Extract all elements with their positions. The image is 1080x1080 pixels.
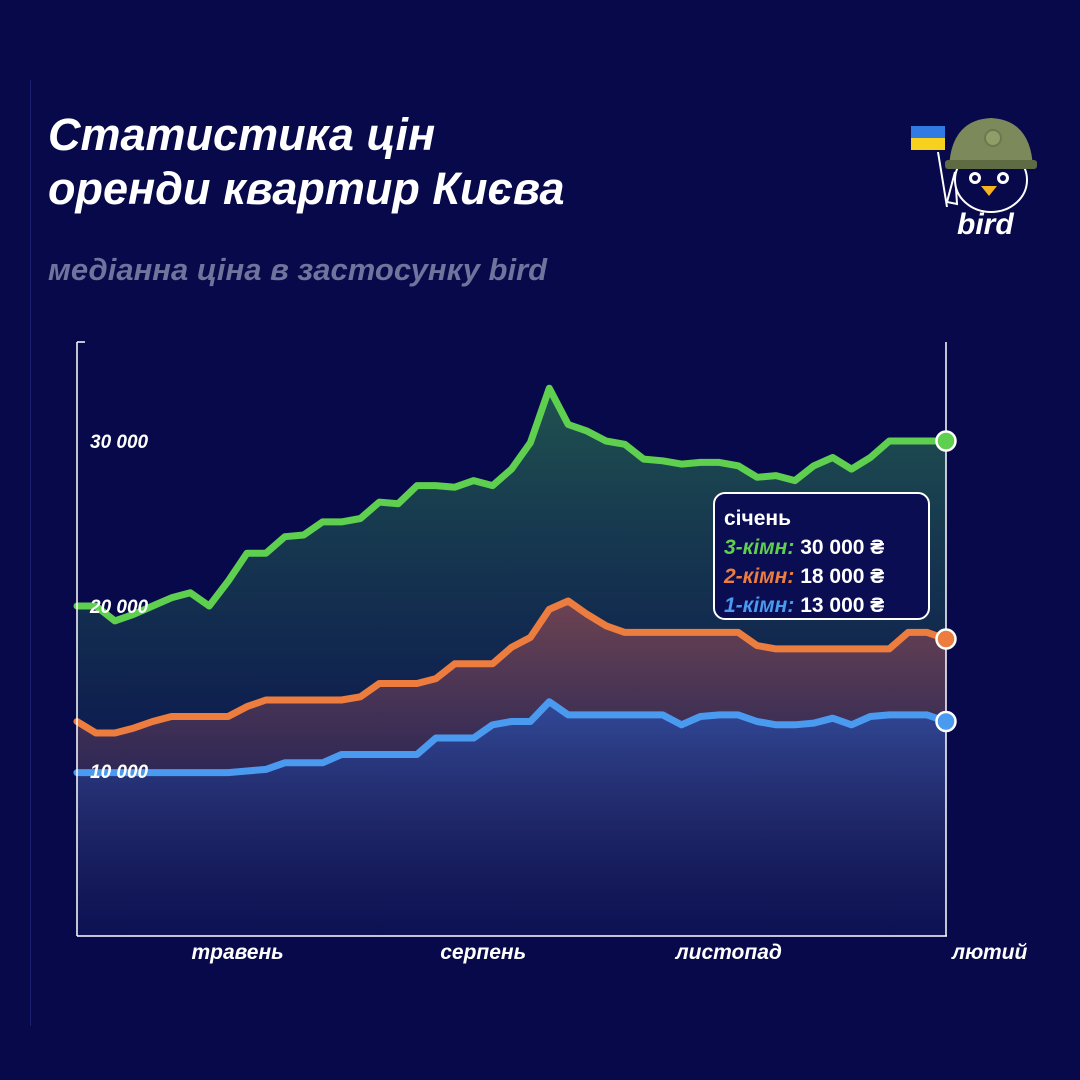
series-line-2-room bbox=[73, 597, 950, 737]
series-line-1-room bbox=[73, 698, 950, 777]
x-tick-label: травень bbox=[191, 941, 283, 964]
callout-label-2-room: 2-кімн: bbox=[724, 565, 795, 588]
x-tick-label: листопад bbox=[675, 941, 782, 964]
callout-row-3-room: 3-кімн: 30 000 ₴ bbox=[724, 533, 928, 562]
page-subtitle: медіанна ціна в застосунку bird bbox=[48, 252, 548, 287]
bird-helmet-with-ukraine-flag-icon bbox=[911, 118, 1037, 213]
callout-month: січень bbox=[724, 507, 791, 530]
y-tick-label: 30 000 bbox=[90, 432, 149, 453]
series-endpoint-2-room bbox=[935, 628, 957, 650]
series-endpoint-3-room bbox=[935, 430, 957, 452]
callout-value-1-room: 13 000 ₴ bbox=[800, 594, 885, 617]
x-tick-label: лютий bbox=[951, 941, 1027, 964]
callout-label-3-room: 3-кімн: bbox=[724, 536, 795, 559]
brand-name: bird bbox=[957, 208, 1014, 241]
y-tick-label: 20 000 bbox=[89, 597, 149, 618]
callout-label-1-room: 1-кімн: bbox=[724, 594, 795, 617]
series-endpoint-1-room bbox=[935, 710, 957, 733]
y-tick-label: 10 000 bbox=[90, 762, 149, 783]
title-line-1: Статистика цін bbox=[48, 109, 436, 160]
callout-row-1-room: 1-кімн: 13 000 ₴ bbox=[724, 591, 928, 620]
series-line-3-room bbox=[73, 384, 950, 625]
title-line-2: оренди квартир Києва bbox=[48, 163, 565, 214]
frame-divider bbox=[30, 80, 31, 1026]
callout-value-3-room: 30 000 ₴ bbox=[800, 536, 885, 559]
page-title: Статистика цін оренди квартир Києва bbox=[48, 108, 565, 216]
x-tick-label: серпень bbox=[440, 941, 526, 964]
value-callout: січень 3-кімн: 30 000 ₴ 2-кімн: 18 000 ₴… bbox=[713, 492, 930, 620]
series-area-1-room bbox=[77, 701, 946, 936]
callout-value-2-room: 18 000 ₴ bbox=[800, 565, 885, 588]
callout-row-2-room: 2-кімн: 18 000 ₴ bbox=[724, 562, 928, 591]
